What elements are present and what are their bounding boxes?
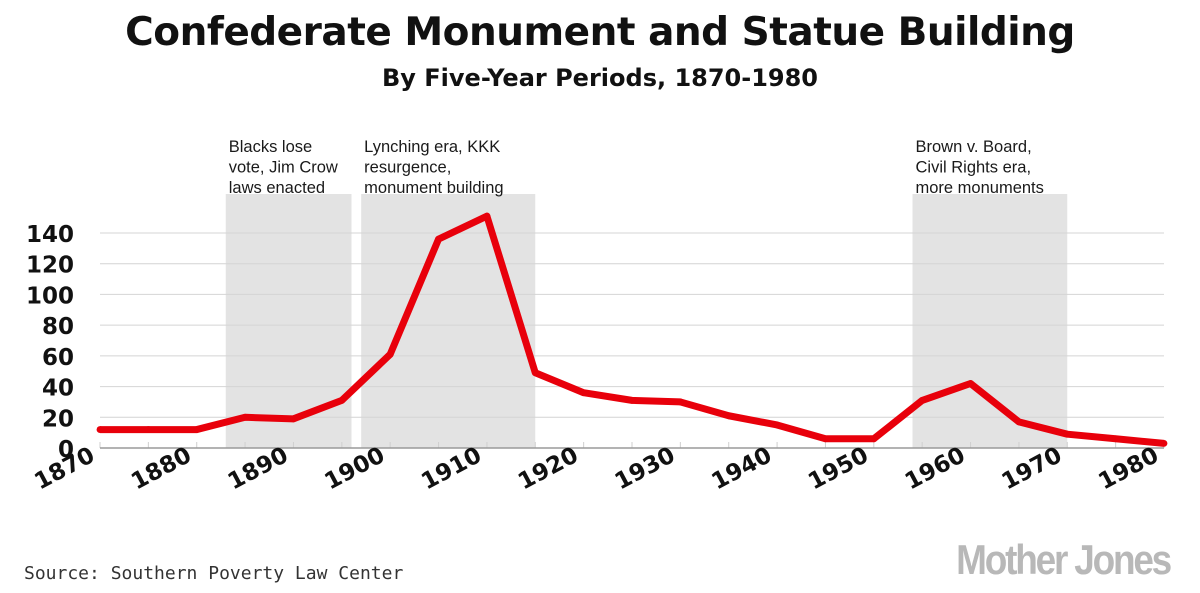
x-tick-label: 1910 — [417, 442, 486, 495]
data-point — [483, 212, 491, 220]
annotation-line: resurgence, — [364, 159, 451, 177]
annotation-line: vote, Jim Crow — [229, 159, 338, 177]
data-point — [1063, 430, 1071, 438]
annotation-line: laws enacted — [229, 179, 325, 197]
data-point — [1112, 435, 1120, 443]
x-tick-label: 1950 — [804, 442, 873, 495]
series — [96, 212, 1168, 447]
data-point — [435, 235, 442, 243]
shaded-period-3 — [912, 194, 1068, 448]
annotation-line: monument building — [364, 179, 503, 197]
chart-title: Confederate Monument and Statue Building — [125, 10, 1075, 55]
x-tick-label: 1880 — [127, 442, 196, 495]
y-tick-label: 80 — [42, 314, 74, 340]
x-tick-label: 1890 — [224, 442, 293, 495]
data-point — [773, 421, 781, 429]
annotation-line: Brown v. Board, — [916, 138, 1032, 156]
data-point — [580, 389, 588, 397]
x-tick-label: 1960 — [901, 442, 970, 495]
period-annotation-1: Blacks lose vote, Jim Crow laws enacted — [229, 138, 338, 197]
data-point — [628, 396, 636, 404]
data-point — [676, 398, 684, 406]
data-point — [870, 435, 878, 443]
y-tick-label: 20 — [42, 406, 74, 432]
data-point — [241, 413, 249, 421]
data-point — [967, 380, 974, 387]
data-point — [338, 396, 346, 404]
y-tick-label: 100 — [26, 283, 74, 309]
data-point — [822, 435, 829, 443]
data-point — [1015, 418, 1023, 426]
annotation-line: Blacks lose — [229, 138, 312, 156]
annotation-line: Lynching era, KKK — [364, 138, 500, 156]
y-axis: 0 20 40 60 80 100 120 140 — [26, 222, 74, 463]
data-point — [1160, 439, 1168, 447]
y-tick-label: 60 — [42, 345, 74, 371]
x-tick-label: 1900 — [321, 442, 390, 495]
chart-subtitle: By Five-Year Periods, 1870-1980 — [381, 64, 819, 92]
y-tick-label: 140 — [26, 222, 74, 248]
data-point — [290, 415, 297, 423]
data-point — [725, 412, 733, 420]
x-tick-label: 1980 — [1094, 442, 1163, 495]
period-annotation-3: Brown v. Board, Civil Rights era, more mon… — [916, 138, 1044, 197]
y-tick-label: 120 — [26, 253, 74, 279]
data-point — [918, 396, 926, 404]
data-point — [96, 426, 104, 433]
gridlines — [99, 232, 1165, 449]
x-axis: 1870 1880 1890 1900 1910 1920 1930 1940 1950 1960… — [30, 442, 1163, 495]
x-tick-label: 1920 — [514, 442, 583, 495]
annotation-line: more monuments — [916, 179, 1044, 197]
shaded-periods — [225, 194, 1068, 448]
annotation-line: Civil Rights era, — [916, 159, 1032, 177]
data-point — [386, 350, 394, 358]
brand-logo: Mother Jones — [956, 536, 1172, 583]
source-note: Source: Southern Poverty Law Center — [24, 563, 404, 584]
x-tick-label: 1970 — [998, 442, 1067, 495]
y-tick-label: 40 — [42, 376, 74, 402]
period-annotations: Blacks lose vote, Jim Crow laws enacted Lyn… — [229, 138, 1044, 197]
period-annotation-2: Lynching era, KKK resurgence, monument bui… — [364, 138, 503, 197]
y-tick-label: 0 — [58, 437, 74, 463]
data-point — [193, 426, 201, 433]
data-point — [531, 369, 539, 377]
shaded-period-1 — [225, 194, 352, 448]
data-point — [144, 426, 152, 433]
x-tick-label: 1930 — [611, 442, 680, 495]
x-tick-label: 1940 — [707, 442, 776, 495]
